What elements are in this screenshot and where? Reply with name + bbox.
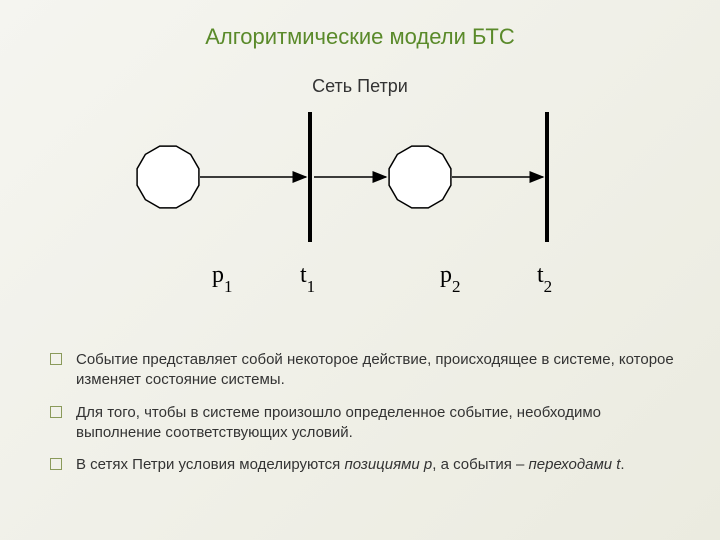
bullet-marker-icon: [50, 406, 62, 418]
petri-transition-t1: [308, 112, 312, 242]
petri-place-p2: [389, 146, 451, 208]
petri-svg: [0, 107, 720, 317]
bullet-marker-icon: [50, 353, 62, 365]
bullet-marker-icon: [50, 458, 62, 470]
bullet-item: Для того, чтобы в системе произошло опре…: [50, 403, 680, 444]
petri-label-p1: p1: [212, 262, 233, 293]
bullet-item: Событие представляет собой некоторое дей…: [50, 350, 680, 391]
petri-transition-t2: [545, 112, 549, 242]
page-title: Алгоритмические модели БТС: [0, 0, 720, 50]
bullet-text: В сетях Петри условия моделируются позиц…: [76, 455, 680, 475]
bullet-text: Для того, чтобы в системе произошло опре…: [76, 403, 680, 444]
petri-label-p2: p2: [440, 262, 461, 293]
petri-label-t2: t2: [537, 262, 552, 293]
bullet-item: В сетях Петри условия моделируются позиц…: [50, 455, 680, 475]
petri-label-t1: t1: [300, 262, 315, 293]
bullet-list: Событие представляет собой некоторое дей…: [50, 350, 680, 487]
page-subtitle: Сеть Петри: [0, 76, 720, 97]
bullet-text: Событие представляет собой некоторое дей…: [76, 350, 680, 391]
petri-place-p1: [137, 146, 199, 208]
petri-net-diagram: p1 t1 p2 t2: [0, 107, 720, 317]
